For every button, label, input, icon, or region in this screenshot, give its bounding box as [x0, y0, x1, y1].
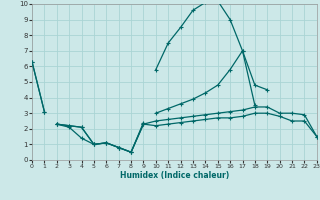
X-axis label: Humidex (Indice chaleur): Humidex (Indice chaleur)	[120, 171, 229, 180]
